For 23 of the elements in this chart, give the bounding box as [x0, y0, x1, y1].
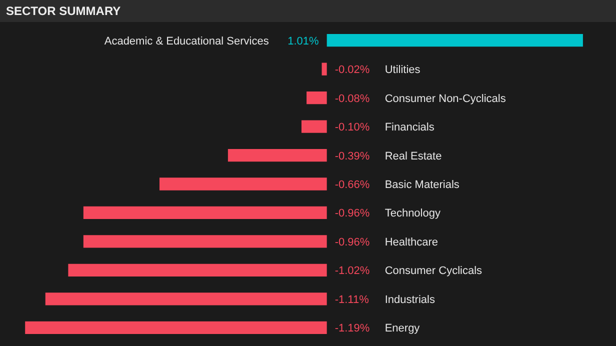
- y-tick-label: Real Estate: [384, 150, 442, 162]
- data-label: -0.96%: [334, 236, 370, 248]
- data-label: -0.39%: [334, 150, 370, 162]
- y-tick-label: Technology: [384, 208, 441, 220]
- y-tick-label: Healthcare: [384, 236, 438, 248]
- y-tick-label: Consumer Non-Cyclicals: [384, 92, 506, 105]
- data-label: -0.02%: [334, 64, 370, 76]
- data-label: -0.08%: [334, 92, 370, 105]
- data-label: -0.96%: [334, 208, 370, 220]
- data-label: 1.01%: [288, 35, 320, 48]
- data-label: -0.66%: [334, 179, 370, 191]
- y-tick-label: Academic & Educational Services: [104, 35, 270, 48]
- chart-title: SECTOR SUMMARY: [0, 0, 616, 22]
- data-label: -1.02%: [334, 265, 370, 278]
- data-label: -0.10%: [334, 122, 370, 134]
- y-tick-label: Basic Materials: [384, 179, 460, 191]
- y-tick-label: Industrials: [384, 294, 436, 306]
- y-tick-label: Consumer Cyclicals: [384, 265, 483, 278]
- data-label: -1.11%: [334, 294, 370, 306]
- y-tick-label: Utilities: [384, 64, 421, 76]
- y-tick-label: Energy: [384, 322, 420, 335]
- y-tick-label: Financials: [384, 122, 435, 134]
- data-label: -1.19%: [334, 322, 370, 335]
